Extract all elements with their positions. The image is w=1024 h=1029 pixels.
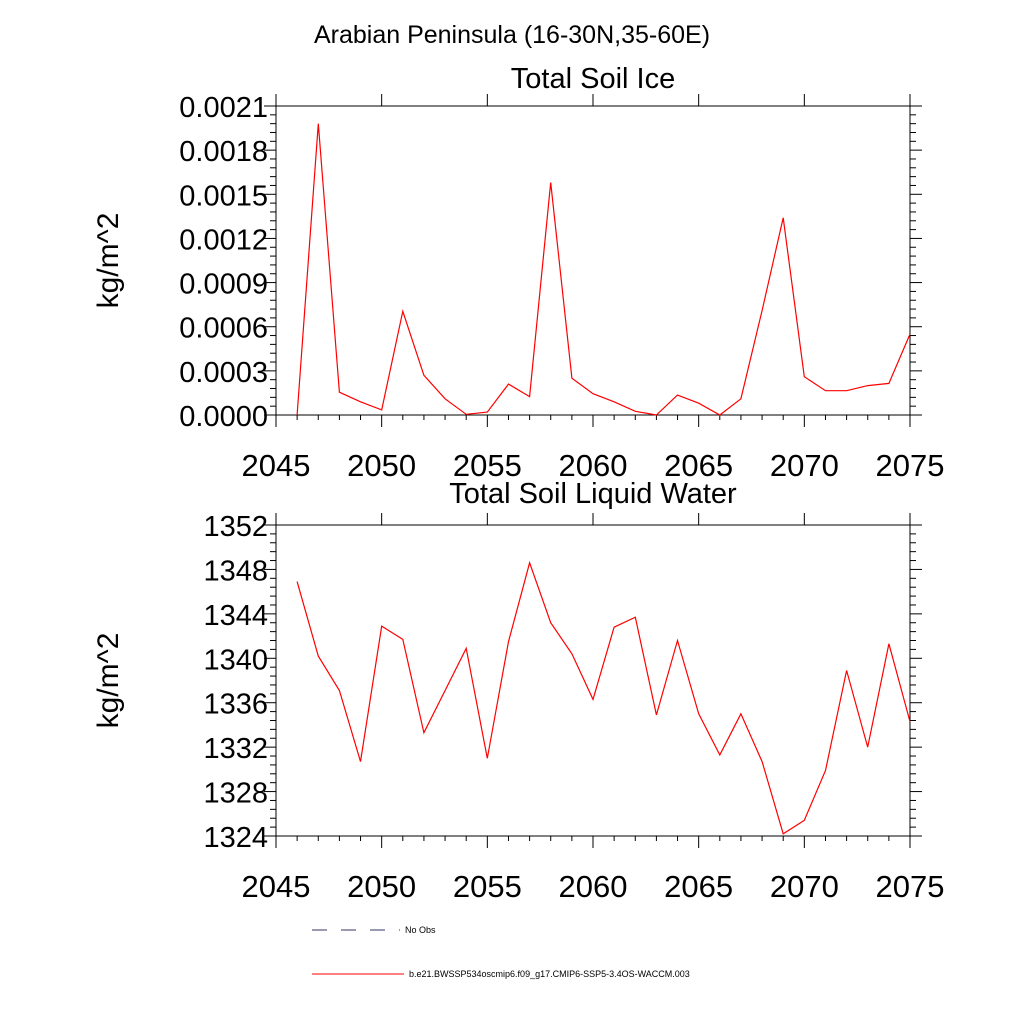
x-tick-label: 2060 <box>559 869 628 904</box>
x-tick-label: 2065 <box>664 448 733 483</box>
x-tick-label: 2075 <box>876 448 945 483</box>
y-tick-label: 0.0006 <box>179 313 268 345</box>
y-tick-label: 1340 <box>203 644 268 676</box>
legend-label-case: b.e21.BWSSP534oscmip6.f09_g17.CMIP6-SSP5… <box>409 969 690 979</box>
y-tick-label: 1336 <box>203 689 268 721</box>
y-tick-label: 0.0012 <box>179 224 268 256</box>
x-tick-label: 2055 <box>453 869 522 904</box>
y-tick-label: 0.0000 <box>179 401 268 433</box>
y-tick-label: 0.0018 <box>179 136 268 168</box>
x-tick-label: 2065 <box>664 869 733 904</box>
x-tick-label: 2050 <box>347 869 416 904</box>
y-tick-label: 1352 <box>203 511 268 543</box>
x-tick-label: 2045 <box>242 869 311 904</box>
y-tick-label: 1328 <box>203 778 268 810</box>
series-line <box>296 123 911 416</box>
y-axis-label: kg/m^2 <box>92 213 125 309</box>
x-tick-label: 2070 <box>770 448 839 483</box>
y-tick-label: 0.0009 <box>179 269 268 301</box>
series-line <box>296 560 911 835</box>
plot-frame <box>275 105 911 416</box>
x-tick-label: 2060 <box>559 448 628 483</box>
x-tick-label: 2070 <box>770 869 839 904</box>
plot-frame <box>275 524 911 837</box>
page-title: Arabian Peninsula (16-30N,35-60E) <box>314 21 710 49</box>
chart-title: Total Soil Liquid Water <box>449 478 737 510</box>
y-tick-label: 1324 <box>203 822 268 854</box>
y-axis-label: kg/m^2 <box>92 633 125 729</box>
y-tick-label: 0.0021 <box>179 92 268 124</box>
x-tick-label: 2045 <box>242 448 311 483</box>
y-tick-label: 1332 <box>203 733 268 765</box>
x-tick-label: 2075 <box>876 869 945 904</box>
y-tick-label: 0.0003 <box>179 357 268 389</box>
y-tick-label: 0.0015 <box>179 180 268 212</box>
chart-title: Total Soil Ice <box>511 63 675 95</box>
x-tick-label: 2050 <box>347 448 416 483</box>
legend-label-no-obs: No Obs <box>405 925 436 935</box>
y-tick-label: 1344 <box>203 600 268 632</box>
x-tick-label: 2055 <box>453 448 522 483</box>
y-tick-label: 1348 <box>203 555 268 587</box>
